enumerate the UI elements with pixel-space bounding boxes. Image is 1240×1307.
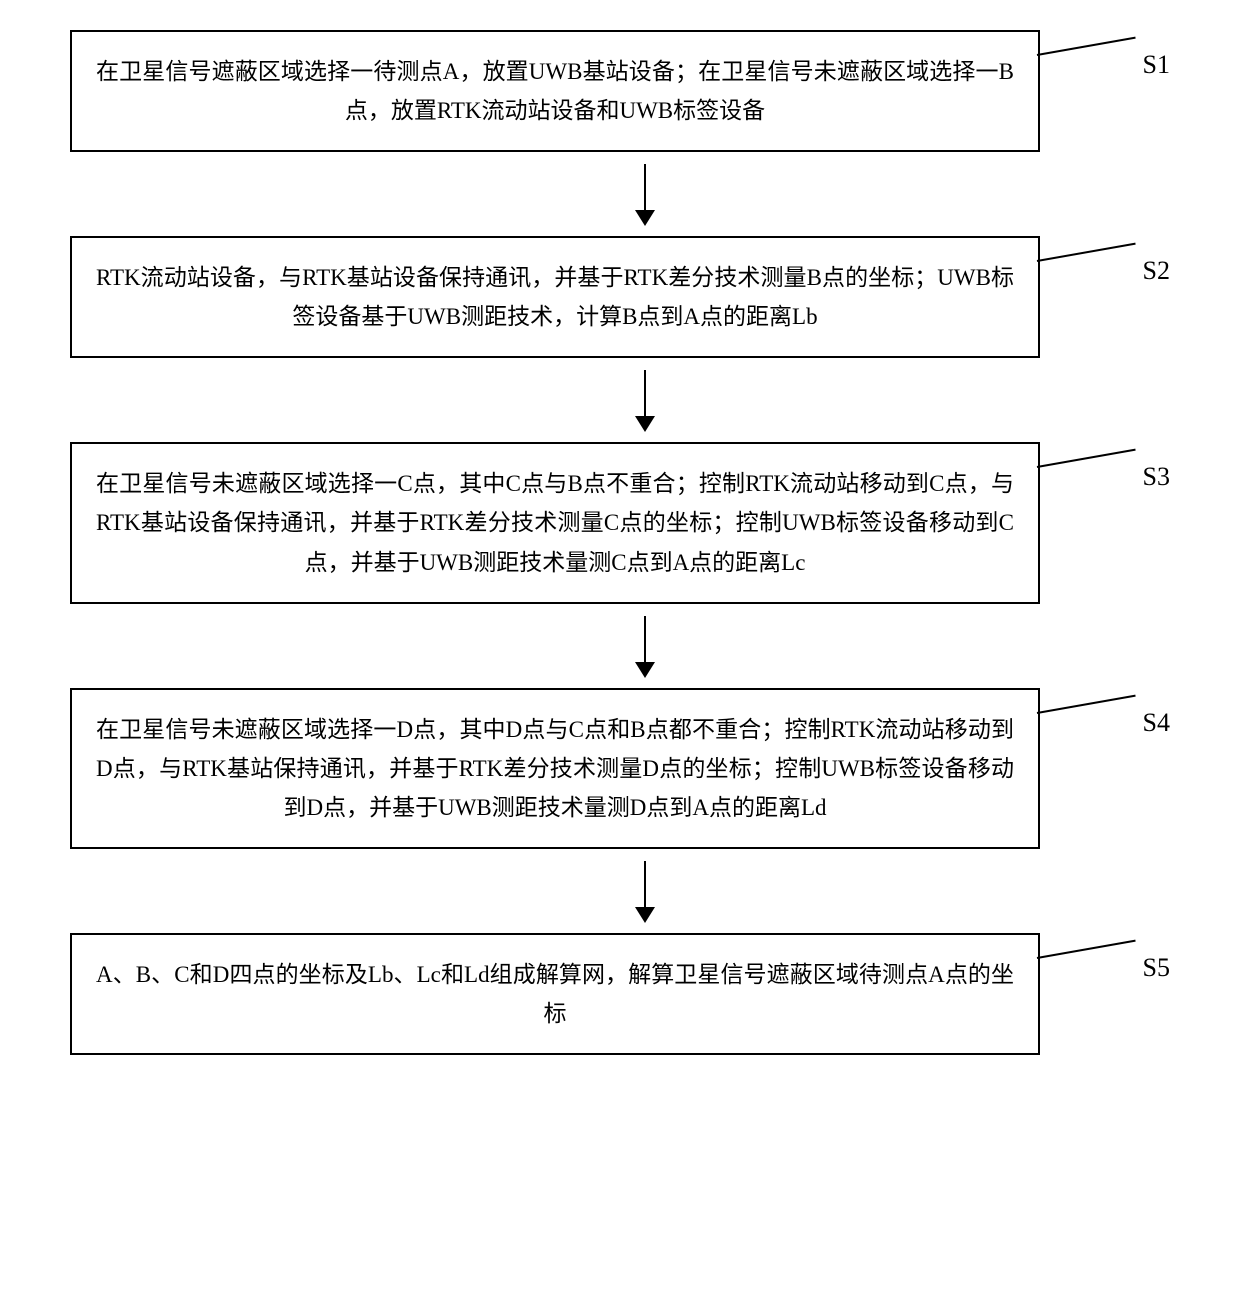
step-box-s3: 在卫星信号未遮蔽区域选择一C点，其中C点与B点不重合；控制RTK流动站移动到C点… (70, 442, 1040, 603)
step-box-s4: 在卫星信号未遮蔽区域选择一D点，其中D点与C点和B点都不重合；控制RTK流动站移… (70, 688, 1040, 849)
arrow-down-icon (644, 370, 646, 430)
arrow-container (160, 849, 1130, 933)
connector-line (1036, 940, 1135, 959)
step-label: S3 (1143, 462, 1170, 492)
connector-line (1036, 694, 1135, 713)
step-box-s5: A、B、C和D四点的坐标及Lb、Lc和Ld组成解算网，解算卫星信号遮蔽区域待测点… (70, 933, 1040, 1055)
flowchart-step: 在卫星信号遮蔽区域选择一待测点A，放置UWB基站设备；在卫星信号未遮蔽区域选择一… (20, 30, 1220, 152)
step-text: A、B、C和D四点的坐标及Lb、Lc和Ld组成解算网，解算卫星信号遮蔽区域待测点… (96, 955, 1014, 1033)
arrow-container (160, 152, 1130, 236)
arrow-down-icon (644, 164, 646, 224)
step-label: S5 (1143, 953, 1170, 983)
step-label: S1 (1143, 50, 1170, 80)
step-text: 在卫星信号遮蔽区域选择一待测点A，放置UWB基站设备；在卫星信号未遮蔽区域选择一… (96, 52, 1014, 130)
label-connector: S4 (1133, 708, 1170, 738)
label-connector: S1 (1133, 50, 1170, 80)
flowchart-step: A、B、C和D四点的坐标及Lb、Lc和Ld组成解算网，解算卫星信号遮蔽区域待测点… (20, 933, 1220, 1055)
flowchart-step: 在卫星信号未遮蔽区域选择一C点，其中C点与B点不重合；控制RTK流动站移动到C点… (20, 442, 1220, 603)
step-label: S4 (1143, 708, 1170, 738)
flowchart-container: 在卫星信号遮蔽区域选择一待测点A，放置UWB基站设备；在卫星信号未遮蔽区域选择一… (20, 30, 1220, 1055)
arrow-container (160, 604, 1130, 688)
step-text: 在卫星信号未遮蔽区域选择一C点，其中C点与B点不重合；控制RTK流动站移动到C点… (96, 464, 1014, 581)
connector-line (1036, 449, 1135, 468)
step-box-s1: 在卫星信号遮蔽区域选择一待测点A，放置UWB基站设备；在卫星信号未遮蔽区域选择一… (70, 30, 1040, 152)
step-text: 在卫星信号未遮蔽区域选择一D点，其中D点与C点和B点都不重合；控制RTK流动站移… (96, 710, 1014, 827)
label-connector: S5 (1133, 953, 1170, 983)
label-connector: S3 (1133, 462, 1170, 492)
flowchart-step: RTK流动站设备，与RTK基站设备保持通讯，并基于RTK差分技术测量B点的坐标；… (20, 236, 1220, 358)
arrow-down-icon (644, 861, 646, 921)
step-label: S2 (1143, 256, 1170, 286)
arrow-container (160, 358, 1130, 442)
connector-line (1036, 243, 1135, 262)
arrow-down-icon (644, 616, 646, 676)
label-connector: S2 (1133, 256, 1170, 286)
flowchart-step: 在卫星信号未遮蔽区域选择一D点，其中D点与C点和B点都不重合；控制RTK流动站移… (20, 688, 1220, 849)
connector-line (1036, 37, 1135, 56)
step-text: RTK流动站设备，与RTK基站设备保持通讯，并基于RTK差分技术测量B点的坐标；… (96, 258, 1014, 336)
step-box-s2: RTK流动站设备，与RTK基站设备保持通讯，并基于RTK差分技术测量B点的坐标；… (70, 236, 1040, 358)
